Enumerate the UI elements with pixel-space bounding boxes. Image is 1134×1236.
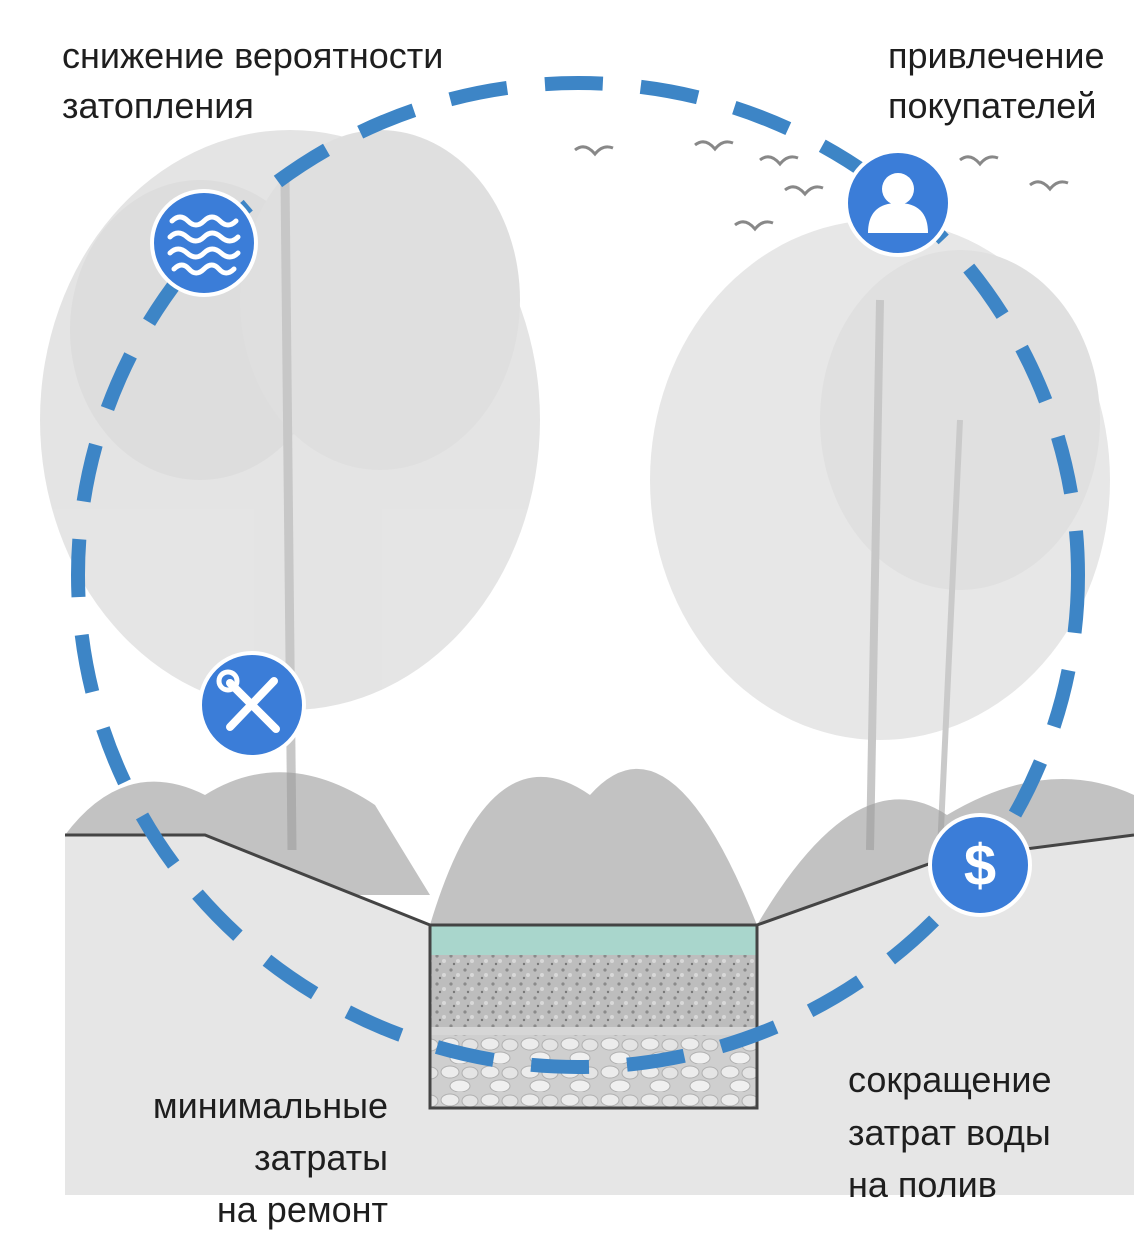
birds xyxy=(575,142,1068,229)
label-line: затраты xyxy=(254,1137,388,1178)
label-line: минимальные xyxy=(153,1085,388,1126)
label-line: привлечение xyxy=(888,35,1105,76)
dollar-icon: $ xyxy=(930,815,1030,915)
trench xyxy=(430,925,757,1108)
illustration: $ снижение вероятности затопления привле… xyxy=(0,0,1134,1236)
label-line: на полив xyxy=(848,1164,997,1205)
label-customers: привлечение покупателей xyxy=(888,35,1105,126)
water-icon xyxy=(152,191,256,295)
page: {"labels": [ {"lines": ["снижение вероят… xyxy=(0,0,1134,1236)
label-flood: снижение вероятности затопления xyxy=(62,35,443,126)
label-line: затопления xyxy=(62,85,254,126)
label-line: на ремонт xyxy=(217,1189,388,1230)
tools-icon xyxy=(200,653,304,757)
label-line: сокращение xyxy=(848,1059,1051,1100)
label-line: снижение вероятности xyxy=(62,35,443,76)
user-icon xyxy=(846,151,950,255)
label-line: покупателей xyxy=(888,85,1096,126)
label-line: затрат воды xyxy=(848,1112,1051,1153)
svg-text:$: $ xyxy=(964,833,996,898)
